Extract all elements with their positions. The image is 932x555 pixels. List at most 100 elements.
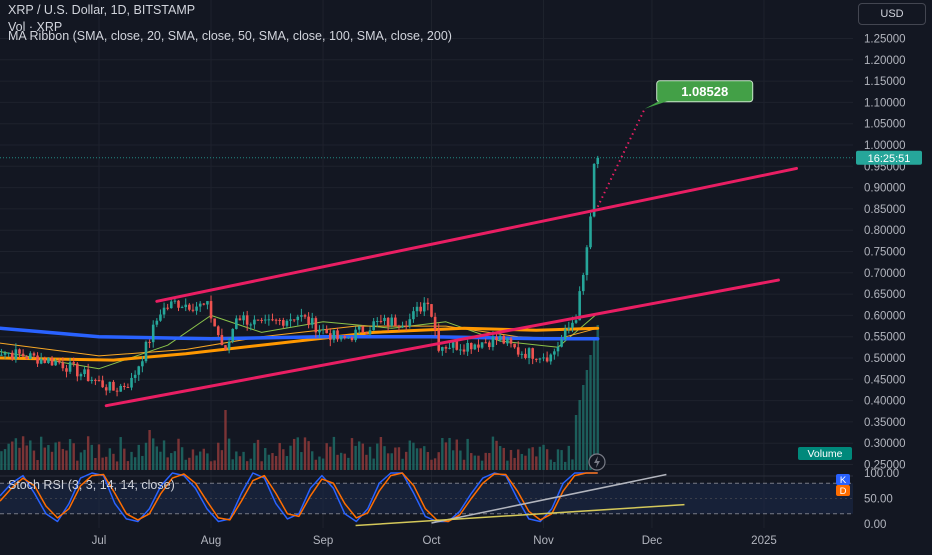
target-badge: 1.08528: [644, 80, 754, 109]
volume-bar: [466, 438, 469, 470]
volume-bar: [159, 451, 162, 470]
candle-body: [162, 307, 166, 315]
candle-body: [274, 319, 278, 321]
volume-bar: [177, 438, 180, 470]
volume-bar: [58, 441, 61, 470]
candle-body: [159, 314, 162, 321]
candle-body: [72, 362, 76, 364]
price-tick-label: 0.40000: [864, 396, 906, 408]
volume-bar: [282, 449, 285, 470]
candle-body: [339, 336, 343, 340]
volume-bar: [25, 445, 28, 470]
candle-body: [408, 319, 412, 327]
candle-body: [307, 316, 310, 325]
candle-body: [119, 385, 122, 392]
candle-body: [571, 322, 574, 328]
candle-body: [448, 347, 451, 349]
volume-bar: [126, 461, 130, 470]
candle-body: [477, 344, 480, 348]
candle-body: [426, 302, 430, 305]
candle-body: [21, 353, 25, 357]
candle-body: [94, 379, 97, 381]
candle-body: [469, 342, 473, 350]
volume-bar: [451, 450, 455, 470]
volume-bar: [191, 449, 195, 470]
candle-body: [296, 316, 300, 321]
volume-bar: [578, 400, 581, 470]
candle-body: [534, 358, 538, 360]
volume-bar: [7, 443, 10, 470]
volume-bar: [303, 437, 307, 470]
candle-body: [260, 319, 263, 321]
candle-body: [527, 348, 531, 358]
candle-body: [169, 301, 173, 309]
candle-body: [581, 274, 585, 292]
volume-bar: [235, 451, 238, 470]
candle-body: [137, 366, 141, 375]
candle-body: [83, 369, 86, 375]
candle-body: [115, 390, 119, 392]
candle-body: [372, 321, 375, 331]
volume-bar: [426, 452, 430, 470]
candle-body: [506, 338, 509, 344]
volume-bar: [462, 459, 466, 470]
candle-body: [104, 387, 108, 391]
volume-bar: [329, 446, 332, 470]
price-tick-label: 1.00000: [864, 140, 906, 152]
volume-bar: [86, 436, 90, 470]
volume-bar: [137, 444, 140, 470]
candle-body: [155, 320, 159, 325]
volume-bar: [368, 446, 372, 470]
currency-button[interactable]: USD: [858, 3, 926, 25]
volume-bar: [433, 458, 437, 470]
volume-bar: [213, 460, 216, 470]
candle-body: [592, 164, 596, 217]
volume-bar: [188, 457, 191, 470]
candle-body: [61, 362, 65, 369]
volume-bar: [238, 456, 242, 470]
candle-body: [195, 306, 198, 311]
price-tick-label: 1.15000: [864, 76, 906, 88]
volume-bar: [549, 459, 552, 470]
volume-bar: [506, 460, 509, 470]
candle-body: [549, 354, 553, 362]
candle-body: [151, 324, 155, 343]
candle-body: [209, 301, 213, 319]
volume-bar: [314, 459, 318, 470]
volume-bar: [76, 460, 79, 470]
volume-bar: [36, 460, 39, 470]
candle-body: [347, 337, 350, 339]
volume-bar: [65, 450, 68, 470]
candle-body: [289, 319, 292, 321]
volume-bar: [592, 340, 596, 470]
candle-body: [332, 330, 336, 340]
volume-bar: [68, 439, 72, 470]
volume-bar: [531, 447, 534, 470]
candle-body: [314, 318, 318, 333]
channel-upper: [155, 166, 799, 303]
price-tick-label: 0.25000: [864, 460, 906, 472]
candle-body: [451, 341, 455, 348]
rsi-trend-yellow: [355, 503, 685, 527]
volume-bar: [43, 447, 46, 470]
volume-bar: [152, 438, 155, 470]
volume-bar: [90, 444, 93, 470]
candle-body: [444, 347, 448, 349]
rsi-badge-k: [836, 474, 850, 485]
candle-body: [390, 317, 394, 326]
volume-bar: [480, 460, 484, 470]
channel-lower: [104, 278, 780, 408]
candle-body: [18, 349, 21, 354]
candle-body: [553, 351, 556, 355]
volume-bar: [264, 448, 267, 470]
rsi-badge-d: [836, 485, 850, 496]
candle-body: [29, 353, 32, 359]
volume-bar: [386, 453, 390, 470]
price-tick-label: 0.75000: [864, 247, 906, 259]
rsi-badge-label: D: [840, 486, 847, 497]
candle-body: [90, 379, 94, 382]
rsi-line-d: [0, 472, 598, 523]
volume-bar: [527, 448, 531, 470]
